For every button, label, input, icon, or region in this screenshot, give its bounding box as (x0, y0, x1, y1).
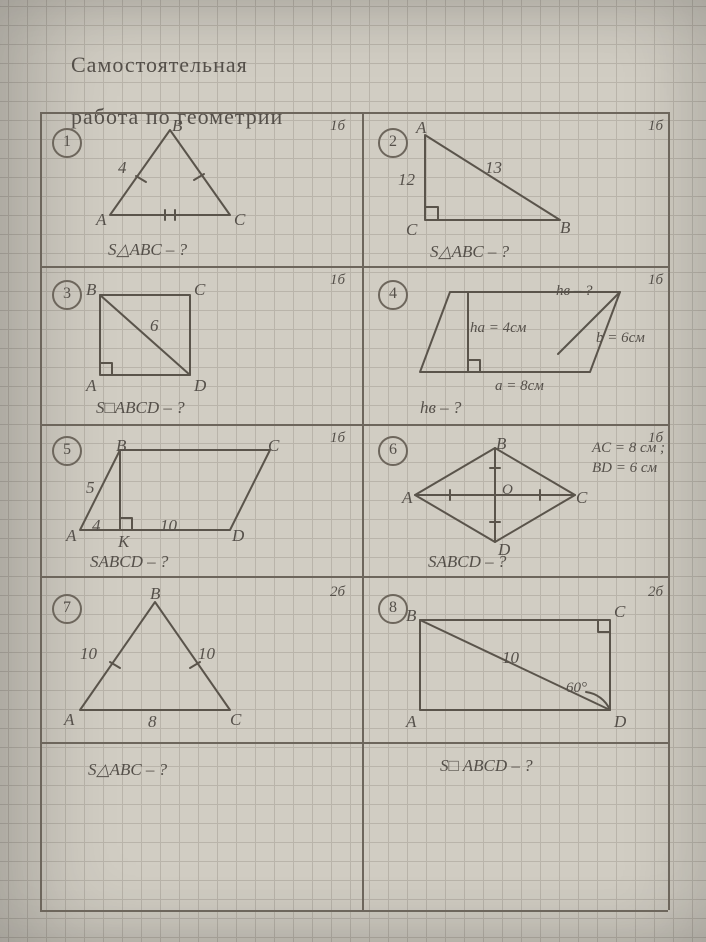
frame-row4 (40, 742, 668, 744)
cell8-D: D (614, 712, 626, 732)
cell8-60: 60° (566, 680, 587, 697)
cell8-question: S□ ABCD – ? (440, 756, 533, 776)
cell5-points: 1б (330, 430, 345, 447)
cell5-C: C (268, 436, 279, 456)
cell2-13: 13 (485, 158, 502, 178)
cell2-12: 12 (398, 170, 415, 190)
cell2-number: 2 (378, 128, 408, 158)
cell1-A: A (96, 210, 106, 230)
cell2-B: B (560, 218, 570, 238)
cell6-figure (400, 440, 590, 560)
cell5-question: SABCD – ? (90, 552, 168, 572)
cell6-question: SABCD – ? (428, 552, 506, 572)
cell3-B: B (86, 280, 96, 300)
cell1-number: 1 (52, 128, 82, 158)
cell6-ac: AC = 8 см ; (592, 440, 665, 457)
cell6-B: B (496, 434, 506, 454)
title-line1: Самостоятельная (71, 52, 248, 77)
frame-row2 (40, 424, 668, 426)
cell8-A: A (406, 712, 416, 732)
cell7-C: C (230, 710, 241, 730)
cell1-points: 1б (330, 118, 345, 135)
cell3-C: C (194, 280, 205, 300)
cell2-A: A (416, 118, 426, 138)
cell3-number: 3 (52, 280, 82, 310)
cell7-10r: 10 (198, 644, 215, 664)
cell1-question: S△ABC – ? (108, 240, 187, 260)
cell2-C: C (406, 220, 417, 240)
cell6-A: A (402, 488, 412, 508)
cell2-question: S△ABC – ? (430, 242, 509, 262)
cell3-6: 6 (150, 316, 159, 336)
cell8-B: B (406, 606, 416, 626)
cell4-ha: ha = 4см (470, 320, 526, 337)
worksheet-title: Самостоятельная работа по геометрии (58, 26, 283, 130)
cell3-D: D (194, 376, 206, 396)
cell6-C: C (576, 488, 587, 508)
cell6-O: O (502, 482, 513, 499)
cell8-number: 8 (378, 594, 408, 624)
cell4-points: 1б (648, 272, 663, 289)
cell5-B: B (116, 436, 126, 456)
cell1-C: C (234, 210, 245, 230)
cell4-question: hв – ? (420, 398, 461, 418)
cell5-figure (70, 440, 290, 550)
cell6-bd: BD = 6 см (592, 460, 657, 477)
cell8-10: 10 (502, 648, 519, 668)
cell5-10: 10 (160, 516, 177, 536)
cell4-b: b = 6см (596, 330, 645, 347)
cell3-A: A (86, 376, 96, 396)
frame-left (40, 112, 42, 910)
cell1-side4: 4 (118, 158, 127, 178)
cell7-8: 8 (148, 712, 157, 732)
frame-row3 (40, 576, 668, 578)
cell4-number: 4 (378, 280, 408, 310)
cell7-question: S△ABC – ? (88, 760, 167, 780)
cell5-D: D (232, 526, 244, 546)
cell1-B: B (172, 116, 182, 136)
cell7-B: B (150, 584, 160, 604)
cell7-10l: 10 (80, 644, 97, 664)
cell2-figure (410, 125, 580, 235)
cell7-points: 2б (330, 584, 345, 601)
cell4-a: a = 8см (495, 378, 544, 395)
cell8-C: C (614, 602, 625, 622)
cell8-points: 2б (648, 584, 663, 601)
cell7-A: A (64, 710, 74, 730)
frame-bottom (40, 910, 668, 912)
cell5-5: 5 (86, 478, 95, 498)
frame-top (40, 112, 668, 114)
cell5-A: A (66, 526, 76, 546)
cell3-points: 1б (330, 272, 345, 289)
frame-mid (362, 112, 364, 910)
cell5-K: K (118, 532, 129, 552)
cell1-figure (90, 120, 250, 230)
frame-row1 (40, 266, 668, 268)
cell5-4: 4 (92, 516, 101, 536)
cell3-figure (90, 285, 210, 390)
cell4-hb: hв – ? (556, 283, 593, 300)
frame-right (668, 112, 670, 910)
cell2-points: 1б (648, 118, 663, 135)
cell8-figure (410, 610, 630, 725)
cell3-question: S□ABCD – ? (96, 398, 185, 418)
